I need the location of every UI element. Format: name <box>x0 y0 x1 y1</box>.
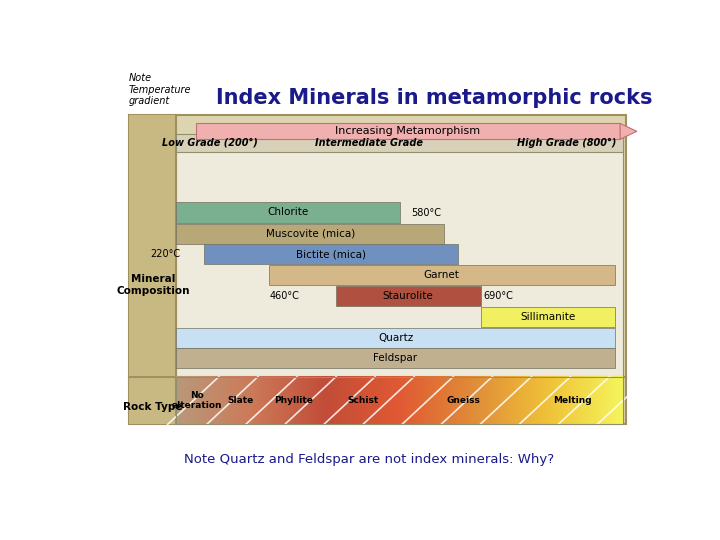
Text: Chlorite: Chlorite <box>267 207 309 218</box>
Text: Phyllite: Phyllite <box>274 396 313 405</box>
Text: 580°C: 580°C <box>411 208 441 218</box>
Text: Intermediate Grade: Intermediate Grade <box>315 138 423 148</box>
Text: High Grade (800°): High Grade (800°) <box>518 138 617 148</box>
Text: Increasing Metamorphism: Increasing Metamorphism <box>336 126 481 136</box>
Text: Low Grade (200°): Low Grade (200°) <box>162 138 258 148</box>
Text: Staurolite: Staurolite <box>383 291 433 301</box>
Text: Feldspar: Feldspar <box>374 353 418 363</box>
Text: Note
Temperature
gradient: Note Temperature gradient <box>129 73 192 106</box>
Bar <box>481 307 615 327</box>
Bar <box>129 114 626 424</box>
Bar <box>176 202 400 223</box>
Text: Rock Type: Rock Type <box>123 402 183 411</box>
Text: Sillimanite: Sillimanite <box>520 312 575 322</box>
Text: Index Minerals in metamorphic rocks: Index Minerals in metamorphic rocks <box>215 87 652 107</box>
Bar <box>176 135 623 377</box>
Bar <box>269 265 615 285</box>
Bar <box>204 245 459 265</box>
Text: Muscovite (mica): Muscovite (mica) <box>266 228 355 239</box>
Bar <box>176 134 623 152</box>
Bar <box>129 114 176 424</box>
Text: Schist: Schist <box>348 396 379 405</box>
Text: Melting: Melting <box>554 396 592 405</box>
Text: 460°C: 460°C <box>270 291 300 301</box>
Text: Quartz: Quartz <box>378 333 413 342</box>
Text: Garnet: Garnet <box>423 270 459 280</box>
Bar <box>176 328 615 348</box>
Text: Slate: Slate <box>228 396 253 405</box>
Text: Gneiss: Gneiss <box>447 396 481 405</box>
Text: 220°C: 220°C <box>150 249 181 259</box>
Text: No
alteration: No alteration <box>172 391 222 410</box>
Bar <box>196 124 620 139</box>
Bar <box>176 377 623 424</box>
Text: Mineral
Composition: Mineral Composition <box>116 274 189 296</box>
Bar <box>176 348 615 368</box>
Bar <box>336 286 481 306</box>
Text: 690°C: 690°C <box>483 291 513 301</box>
Bar <box>176 224 444 244</box>
Text: Note Quartz and Feldspar are not index minerals: Why?: Note Quartz and Feldspar are not index m… <box>184 453 554 467</box>
Polygon shape <box>620 124 637 139</box>
Text: Bictite (mica): Bictite (mica) <box>297 249 366 259</box>
